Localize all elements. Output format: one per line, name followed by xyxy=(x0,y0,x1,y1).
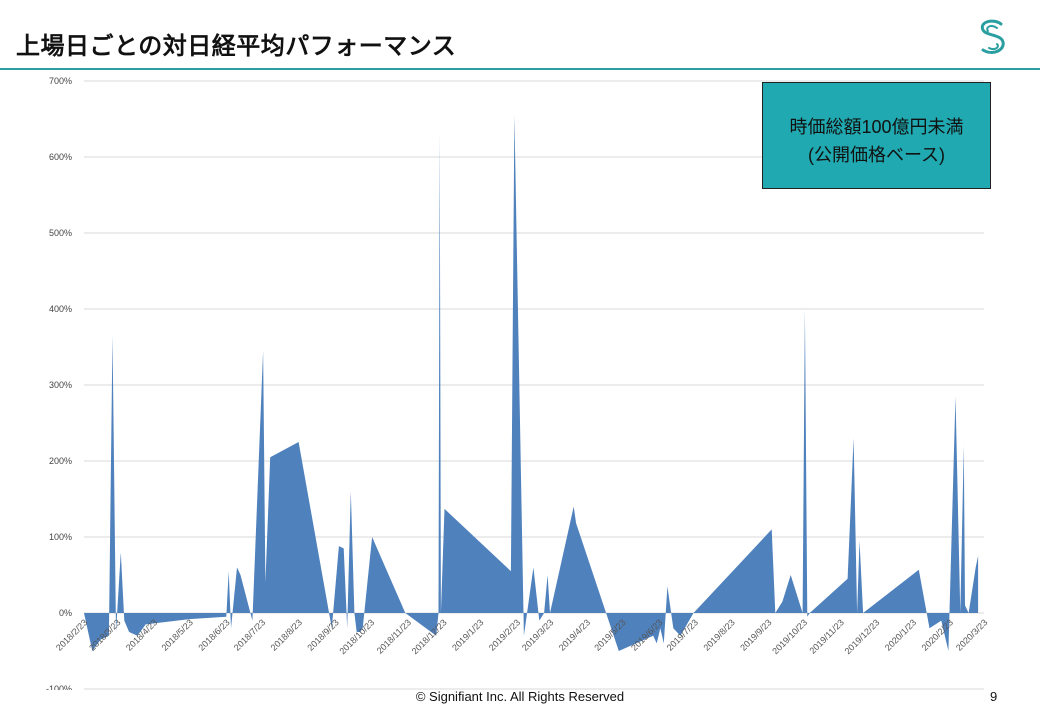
x-tick-label: 2018/11/23 xyxy=(375,617,413,655)
y-tick-label: 700% xyxy=(49,76,72,86)
y-tick-label: 100% xyxy=(49,532,72,542)
y-tick-label: 0% xyxy=(59,608,72,618)
x-tick-label: 2019/2/23 xyxy=(487,617,522,652)
signifiant-swirl-logo xyxy=(980,19,1005,54)
performance-area-chart: -100% 0% 100% 200% 300% 400% 500% 600% 700% 2018… xyxy=(46,76,989,690)
x-tick-label: 2019/1/23 xyxy=(450,617,485,652)
x-tick-label: 2019/9/23 xyxy=(738,617,773,652)
y-axis-ticks: -100% 0% 100% 200% 300% 400% 500% 600% 700% xyxy=(46,76,72,690)
x-tick-label: 2019/12/23 xyxy=(843,617,882,656)
x-tick-label: 2018/9/23 xyxy=(305,617,340,652)
y-tick-label: 300% xyxy=(49,380,72,390)
annotation-box: 時価総額100億円未満 (公開価格ベース) xyxy=(762,82,991,189)
annotation-line1: 時価総額100億円未満 xyxy=(789,117,964,137)
performance-series-area xyxy=(84,115,979,651)
series-area xyxy=(84,115,979,651)
x-tick-label: 2020/1/23 xyxy=(883,617,918,652)
x-tick-label: 2018/6/23 xyxy=(196,617,231,652)
page-title: 上場日ごとの対日経平均パフォーマンス xyxy=(16,32,457,60)
y-tick-label: -100% xyxy=(46,684,72,690)
x-tick-label: 2020/3/23 xyxy=(954,617,989,652)
page-number: 9 xyxy=(990,689,998,704)
title-divider xyxy=(0,68,1040,70)
x-tick-label: 2018/8/23 xyxy=(269,617,304,652)
x-tick-label: 2019/10/23 xyxy=(770,617,809,656)
y-tick-label: 400% xyxy=(49,304,72,314)
x-tick-label: 2019/4/23 xyxy=(557,617,592,652)
copyright-footer: © Signifiant Inc. All Rights Reserved xyxy=(415,689,625,704)
y-tick-label: 600% xyxy=(49,152,72,162)
x-tick-label: 2018/7/23 xyxy=(232,617,267,652)
y-tick-label: 500% xyxy=(49,228,72,238)
x-tick-label: 2018/2/23 xyxy=(54,617,89,652)
annotation-line2: (公開価格ベース) xyxy=(807,145,946,165)
y-tick-label: 200% xyxy=(49,456,72,466)
x-tick-label: 2019/8/23 xyxy=(701,617,736,652)
x-tick-label: 2019/11/23 xyxy=(807,617,845,655)
x-tick-label: 2018/5/23 xyxy=(160,617,195,652)
